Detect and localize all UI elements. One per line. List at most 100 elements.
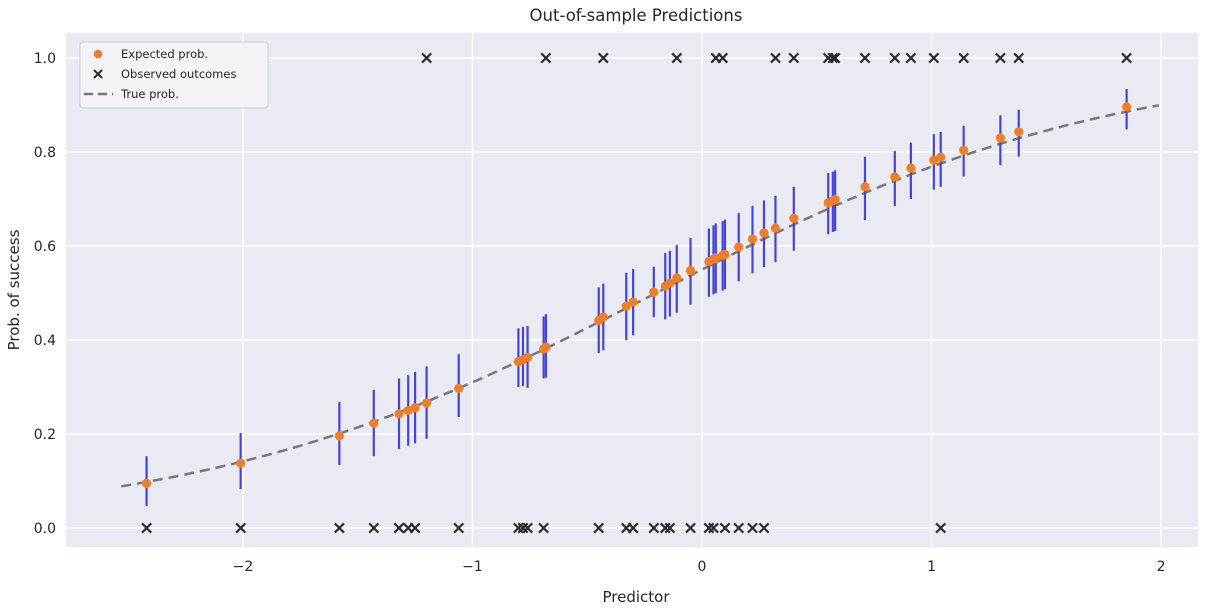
observed-outcome-marker	[235, 522, 247, 534]
observed-outcome-marker	[593, 522, 605, 534]
expected-prob-point	[890, 172, 900, 182]
observed-outcome-marker	[905, 52, 917, 64]
observed-outcome-marker	[733, 522, 745, 534]
observed-outcome-marker	[859, 52, 871, 64]
observed-outcome-marker	[935, 522, 947, 534]
expected-prob-point	[830, 194, 840, 205]
observed-outcome-marker	[334, 522, 345, 534]
observed-outcome-marker	[958, 52, 970, 64]
expected-prob-point	[929, 155, 939, 165]
observed-outcome-marker	[1013, 52, 1025, 64]
legend: Expected prob. Observed outcomes True prob…	[79, 41, 269, 109]
observed-outcome-marker	[770, 52, 781, 64]
observed-outcome-marker	[671, 52, 683, 64]
expected-prob-point	[734, 242, 744, 252]
true-prob-line	[121, 104, 1160, 488]
expected-prob-point	[236, 458, 246, 468]
x-tick-label: 1	[927, 559, 936, 575]
observed-outcome-marker	[453, 522, 465, 534]
observed-outcome-marker	[829, 52, 841, 64]
observed-outcome-marker	[717, 52, 729, 64]
expected-prob-point	[1122, 102, 1132, 112]
legend-label: Expected prob.	[121, 47, 208, 61]
observed-outcome-marker	[827, 52, 839, 64]
observed-outcome-marker	[627, 522, 639, 534]
expected-prob-point	[860, 182, 870, 192]
observed-outcome-marker	[1121, 52, 1132, 64]
expected-prob-point	[421, 398, 432, 408]
x-tick-label: 2	[1157, 559, 1166, 575]
expected-prob-point	[369, 418, 379, 428]
y-tick-label: 0.4	[34, 333, 56, 349]
legend-label: True prob.	[120, 87, 179, 101]
expected-prob-point	[621, 301, 631, 311]
legend-label: Observed outcomes	[121, 67, 236, 81]
expected-prob-point	[759, 228, 769, 238]
y-tick-label: 0.2	[34, 427, 56, 443]
observed-outcome-marker	[788, 52, 800, 64]
observed-outcome-marker	[758, 522, 770, 534]
y-tick-label: 0.0	[34, 521, 56, 537]
expected-prob-point	[598, 312, 608, 322]
expected-prob-point	[141, 478, 152, 488]
expected-prob-point	[995, 133, 1005, 143]
observed-outcome-marker	[664, 522, 676, 534]
y-axis-label: Prob. of success	[5, 229, 23, 350]
observed-outcome-marker	[928, 52, 940, 64]
observed-outcome-marker	[719, 522, 731, 534]
expected-prob-point	[789, 213, 799, 223]
y-tick-label: 0.6	[34, 239, 56, 255]
expected-prob-point	[410, 403, 420, 413]
expected-prob-point	[959, 145, 969, 155]
legend-dot-marker	[93, 49, 103, 59]
expected-prob-point	[628, 297, 638, 307]
x-axis-label: Predictor	[602, 588, 670, 606]
chart-title: Out-of-sample Predictions	[530, 6, 743, 25]
observed-outcome-marker	[685, 522, 696, 534]
expected-prob-point	[394, 409, 404, 419]
legend-box	[79, 41, 269, 109]
observed-outcome-markers	[141, 52, 1132, 534]
observed-outcome-marker	[368, 522, 380, 534]
observed-outcome-marker	[522, 522, 533, 534]
expected-prob-point	[720, 249, 730, 260]
expected-prob-point	[665, 278, 675, 288]
observed-outcome-marker	[889, 52, 901, 64]
expected-prob-point	[770, 223, 781, 233]
expected-prob-point	[672, 273, 682, 283]
observed-outcome-marker	[141, 522, 152, 534]
expected-prob-point	[649, 287, 659, 297]
expected-prob-point	[454, 383, 464, 394]
y-tick-label: 1.0	[34, 51, 56, 67]
y-axis-tick-labels: 0.0 0.2 0.4 0.6 0.8 1.0	[34, 51, 56, 537]
observed-outcome-marker	[597, 52, 609, 64]
expected-prob-points	[141, 102, 1132, 488]
expected-prob-point	[541, 342, 551, 352]
observed-outcome-marker	[540, 52, 552, 64]
y-tick-label: 0.8	[34, 145, 56, 161]
plot-area	[66, 33, 1198, 547]
expected-prob-point	[1014, 127, 1024, 137]
observed-outcome-marker	[538, 522, 549, 534]
observed-outcome-marker	[648, 522, 660, 534]
legend-x-marker	[93, 69, 103, 79]
expected-prob-point	[936, 152, 946, 162]
x-tick-label: −2	[233, 559, 254, 575]
expected-prob-point	[334, 431, 344, 441]
observed-outcome-marker	[708, 522, 719, 534]
expected-prob-point	[906, 163, 916, 173]
x-tick-label: 0	[698, 559, 707, 575]
expected-prob-point	[522, 352, 533, 362]
observed-outcome-marker	[421, 52, 432, 64]
expected-prob-point	[685, 265, 696, 276]
observed-outcome-marker	[747, 522, 758, 534]
observed-outcome-marker	[995, 52, 1006, 64]
expected-prob-point	[747, 234, 758, 244]
expected-prob-point	[403, 405, 413, 416]
observed-outcome-marker	[409, 522, 421, 534]
x-axis-tick-labels: −2 −1 0 1 2	[233, 559, 1166, 575]
observed-outcome-marker	[393, 522, 405, 534]
x-tick-label: −1	[462, 559, 483, 575]
